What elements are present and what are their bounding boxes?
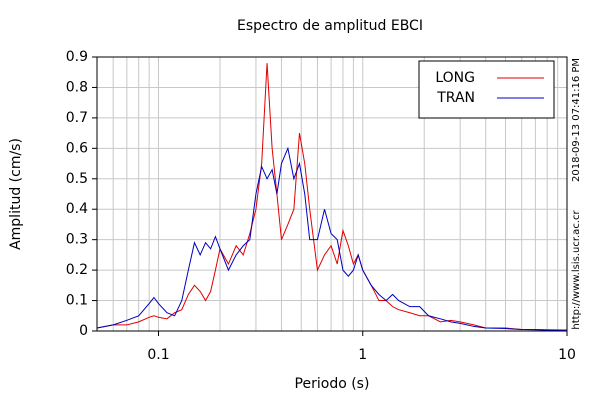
y-tick-label: 0.2: [66, 262, 88, 278]
x-axis-label: Periodo (s): [295, 376, 370, 392]
plot-frame: [96, 56, 568, 332]
legend-label: TRAN: [436, 90, 475, 106]
y-tick-label: 0.9: [66, 49, 88, 65]
y-tick-label: 0.4: [66, 201, 88, 217]
x-tick-label: 1: [358, 347, 367, 363]
y-tick-label: 0.6: [66, 140, 88, 156]
y-tick-label: 0: [79, 323, 88, 339]
y-tick-label: 0.1: [66, 293, 88, 309]
y-tick-label: 0.8: [66, 79, 88, 95]
data-line: [96, 63, 568, 331]
legend-label: LONG: [435, 70, 475, 86]
legend-box: [418, 60, 555, 119]
y-axis-label: Amplitud (cm/s): [8, 138, 24, 250]
data-line: [96, 146, 567, 331]
chart-title: Espectro de amplitud EBCI: [237, 18, 423, 34]
x-tick-label: 0.1: [147, 347, 169, 363]
x-tick-label: 10: [558, 347, 576, 363]
y-tick-label: 0.7: [66, 110, 88, 126]
timestamp: 2018-09-13 07:41:16 PM: [571, 58, 582, 182]
source-url: http://www.lsis.ucr.ac.cr: [571, 210, 582, 330]
y-tick-label: 0.3: [66, 232, 88, 248]
y-tick-label: 0.5: [66, 171, 88, 187]
